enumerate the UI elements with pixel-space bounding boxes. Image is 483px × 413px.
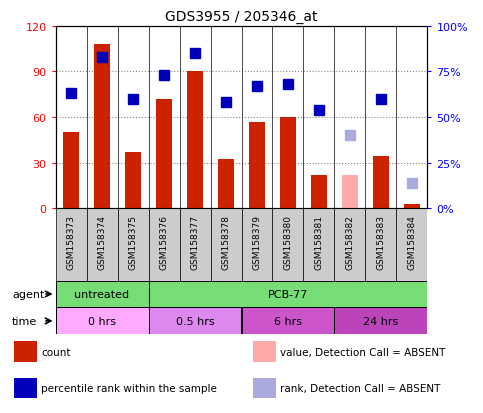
Bar	[242, 209, 272, 281]
Bar	[334, 209, 366, 281]
Text: time: time	[12, 316, 37, 326]
Text: GSM158381: GSM158381	[314, 214, 324, 269]
Bar	[242, 308, 334, 335]
Bar	[187, 72, 203, 209]
Bar	[373, 157, 389, 209]
Text: 0 hrs: 0 hrs	[88, 316, 116, 326]
Text: agent: agent	[12, 289, 44, 299]
Bar	[14, 378, 37, 398]
Bar	[254, 378, 276, 398]
Bar	[254, 342, 276, 362]
Text: count: count	[41, 347, 71, 357]
Text: GSM158373: GSM158373	[67, 214, 75, 269]
Text: GDS3955 / 205346_at: GDS3955 / 205346_at	[165, 10, 318, 24]
Bar	[180, 209, 211, 281]
Text: rank, Detection Call = ABSENT: rank, Detection Call = ABSENT	[280, 383, 440, 393]
Text: GSM158377: GSM158377	[190, 214, 199, 269]
Text: GSM158383: GSM158383	[376, 214, 385, 269]
Bar	[94, 45, 110, 209]
Text: GSM158376: GSM158376	[159, 214, 169, 269]
Bar	[156, 100, 172, 209]
Bar	[303, 209, 334, 281]
Bar	[149, 281, 427, 308]
Text: GSM158374: GSM158374	[98, 214, 107, 269]
Text: PCB-77: PCB-77	[268, 289, 308, 299]
Bar	[334, 308, 427, 335]
Bar	[218, 160, 234, 209]
Bar	[86, 209, 117, 281]
Text: 6 hrs: 6 hrs	[274, 316, 302, 326]
Bar	[117, 209, 149, 281]
Bar	[342, 175, 358, 209]
Text: value, Detection Call = ABSENT: value, Detection Call = ABSENT	[280, 347, 446, 357]
Bar	[366, 209, 397, 281]
Bar	[397, 209, 427, 281]
Bar	[14, 342, 37, 362]
Text: 0.5 hrs: 0.5 hrs	[176, 316, 214, 326]
Bar	[272, 209, 303, 281]
Bar	[56, 281, 149, 308]
Text: percentile rank within the sample: percentile rank within the sample	[41, 383, 217, 393]
Bar	[56, 308, 149, 335]
Bar	[63, 133, 79, 209]
Text: GSM158378: GSM158378	[222, 214, 230, 269]
Text: GSM158379: GSM158379	[253, 214, 261, 269]
Text: GSM158384: GSM158384	[408, 214, 416, 269]
Bar	[211, 209, 242, 281]
Text: untreated: untreated	[74, 289, 129, 299]
Text: GSM158375: GSM158375	[128, 214, 138, 269]
Bar	[249, 122, 265, 209]
Bar	[125, 152, 141, 209]
Bar	[56, 209, 86, 281]
Bar	[404, 204, 420, 209]
Bar	[149, 308, 242, 335]
Bar	[149, 209, 180, 281]
Text: GSM158382: GSM158382	[345, 214, 355, 269]
Text: 24 hrs: 24 hrs	[363, 316, 398, 326]
Bar	[311, 175, 327, 209]
Text: GSM158380: GSM158380	[284, 214, 293, 269]
Bar	[280, 118, 296, 209]
